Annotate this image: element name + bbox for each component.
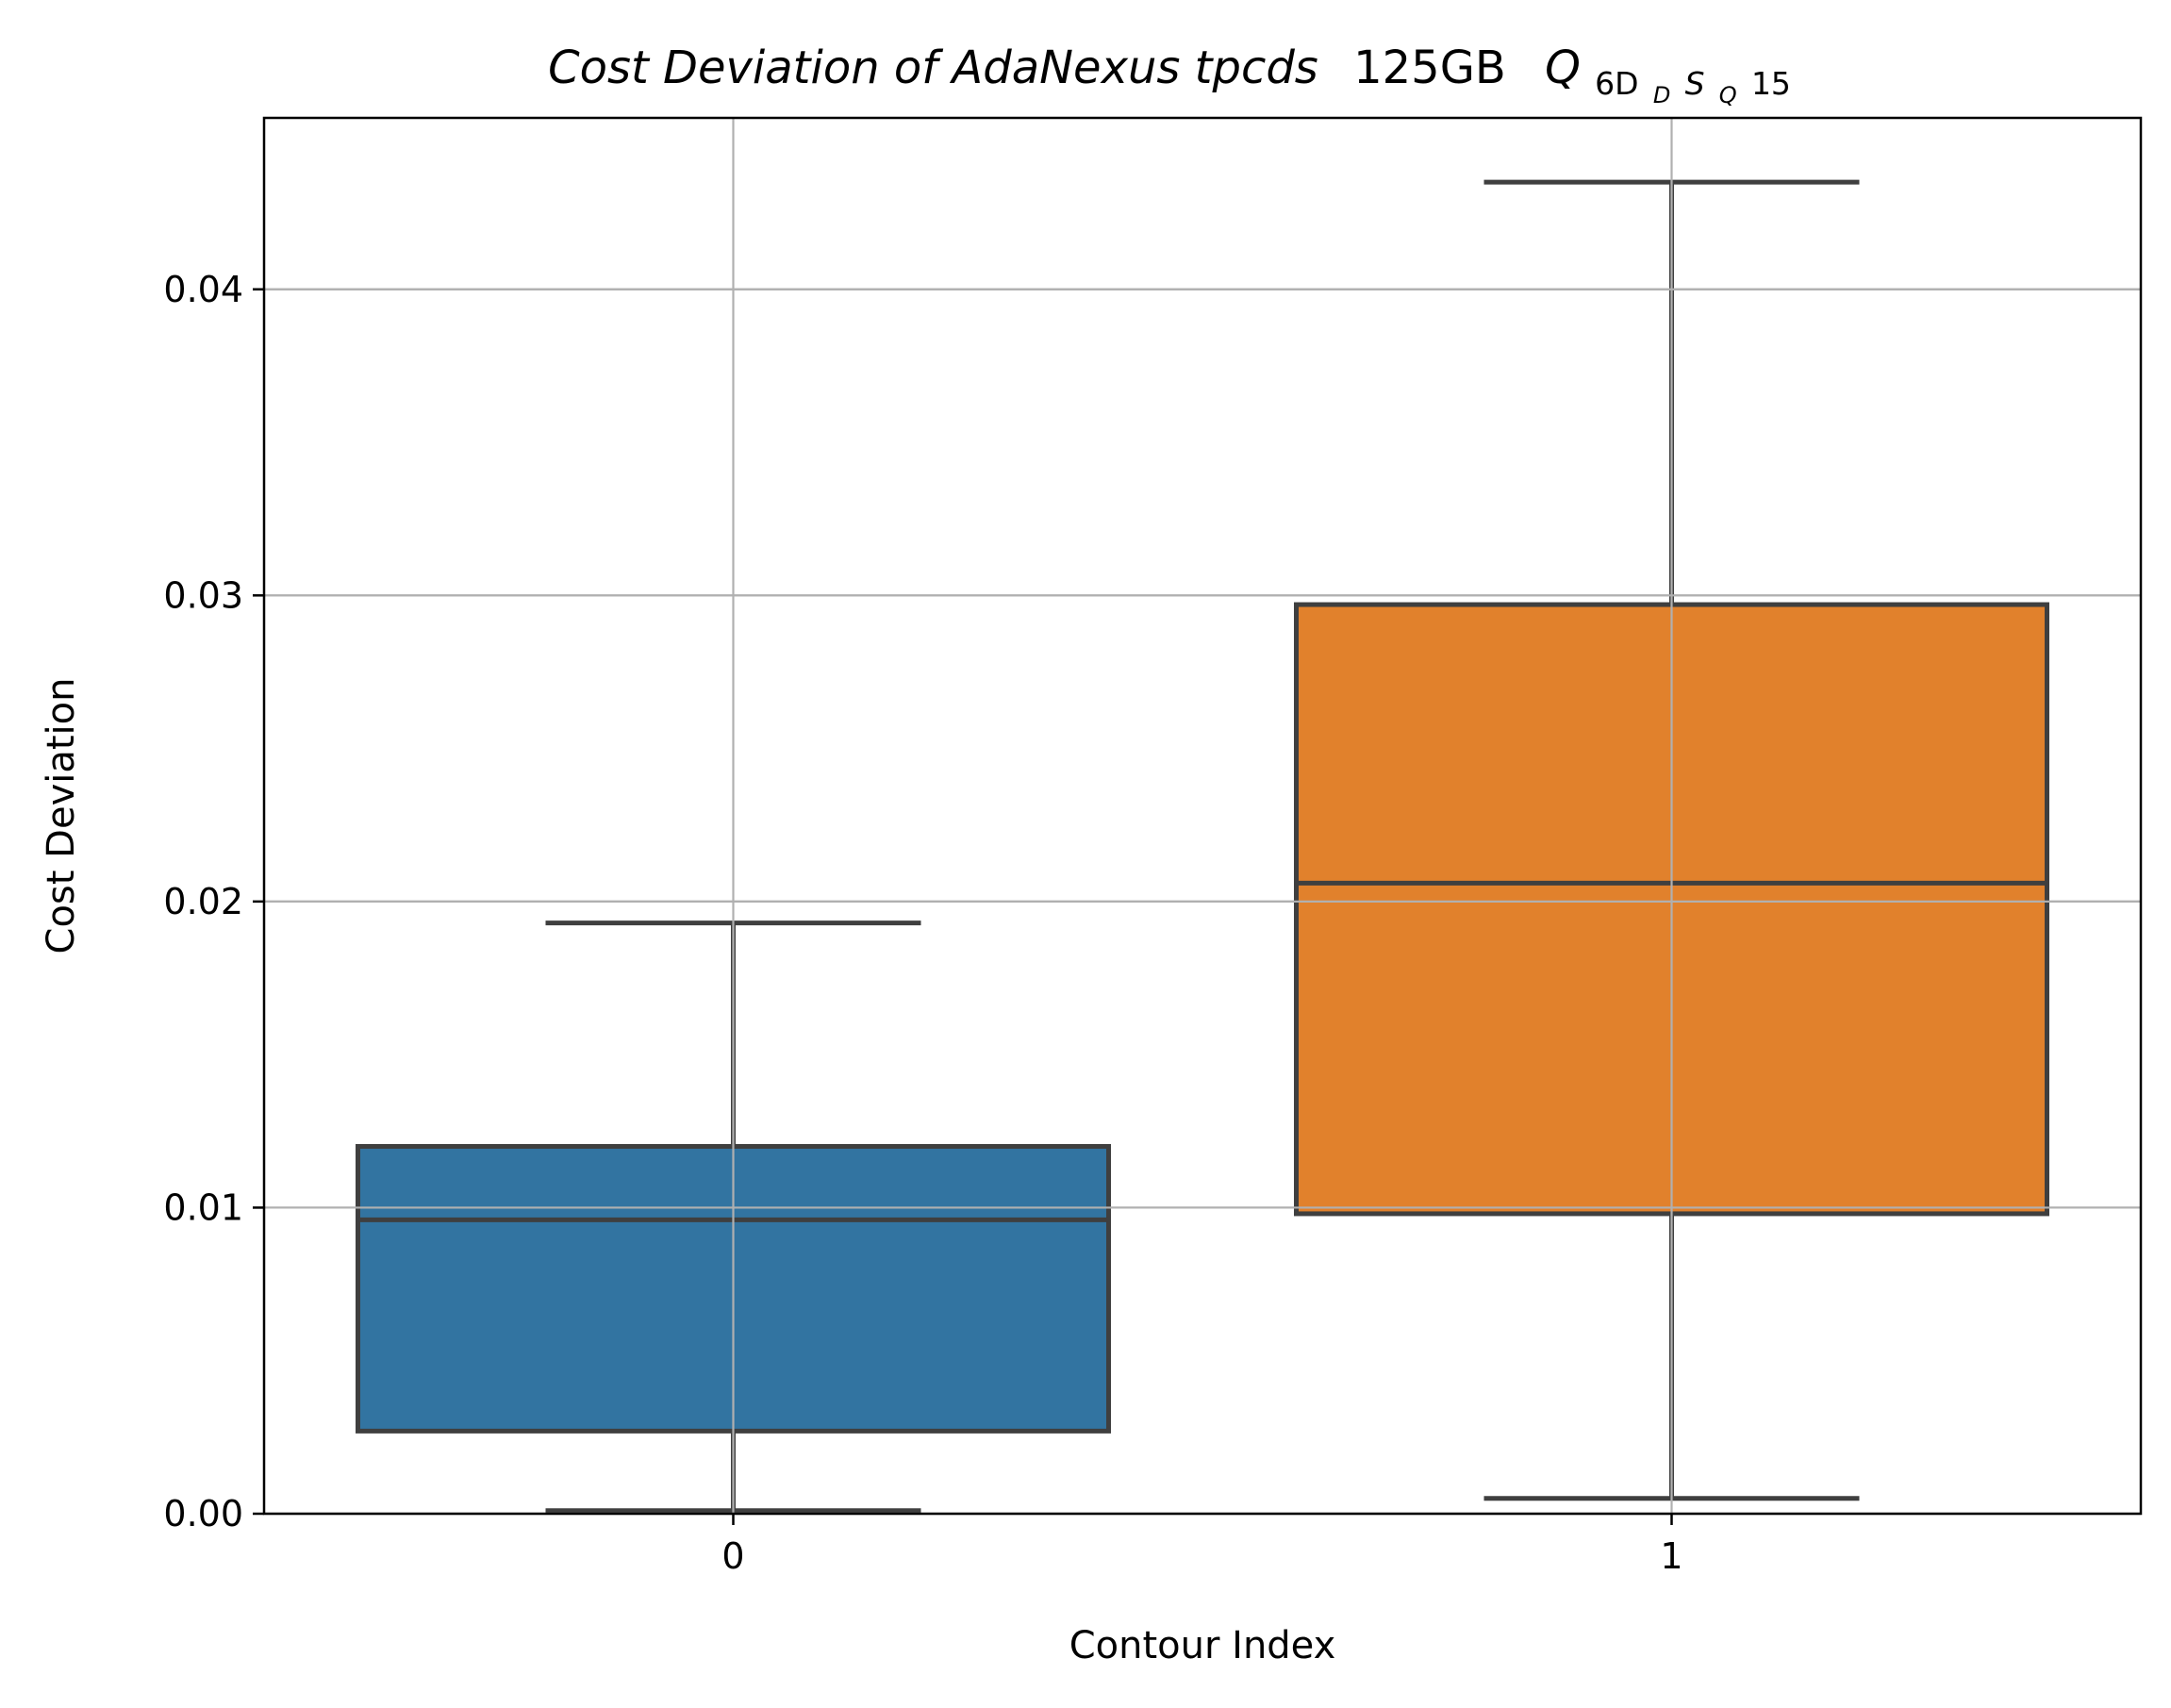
title-math-subsub-1: D bbox=[1653, 82, 1670, 108]
title-math-sub-1: 6D bbox=[1595, 65, 1638, 102]
y-axis-label: Cost Deviation bbox=[40, 678, 83, 954]
y-tick-label: 0.02 bbox=[163, 881, 243, 922]
x-axis-label: Contour Index bbox=[1069, 1624, 1336, 1667]
title-math-sub-2: S bbox=[1685, 65, 1705, 102]
title-math-subsub-2: Q bbox=[1719, 82, 1737, 108]
chart-title: Cost Deviation of AdaNexus tpcds 125GB Q… bbox=[548, 41, 1791, 114]
title-math-sub-3: 15 bbox=[1751, 65, 1791, 102]
y-tick-label: 0.01 bbox=[163, 1186, 243, 1228]
x-tick-label: 0 bbox=[721, 1535, 744, 1577]
box-layer bbox=[264, 118, 2141, 1516]
plot-area-frame bbox=[262, 116, 2143, 1516]
y-tick-label: 0.04 bbox=[163, 269, 243, 310]
y-tick-label: 0.00 bbox=[163, 1493, 243, 1534]
x-tick-label: 1 bbox=[1660, 1535, 1682, 1577]
y-tick-label: 0.03 bbox=[163, 574, 243, 616]
tick-layer: 0.00 0.01 0.02 0.03 0.04 0 1 bbox=[163, 269, 1682, 1577]
title-math-base: Q bbox=[1545, 41, 1581, 94]
title-upright-part: 125GB bbox=[1353, 41, 1506, 94]
title-italic-part: Cost Deviation of AdaNexus tpcds bbox=[548, 41, 1318, 94]
